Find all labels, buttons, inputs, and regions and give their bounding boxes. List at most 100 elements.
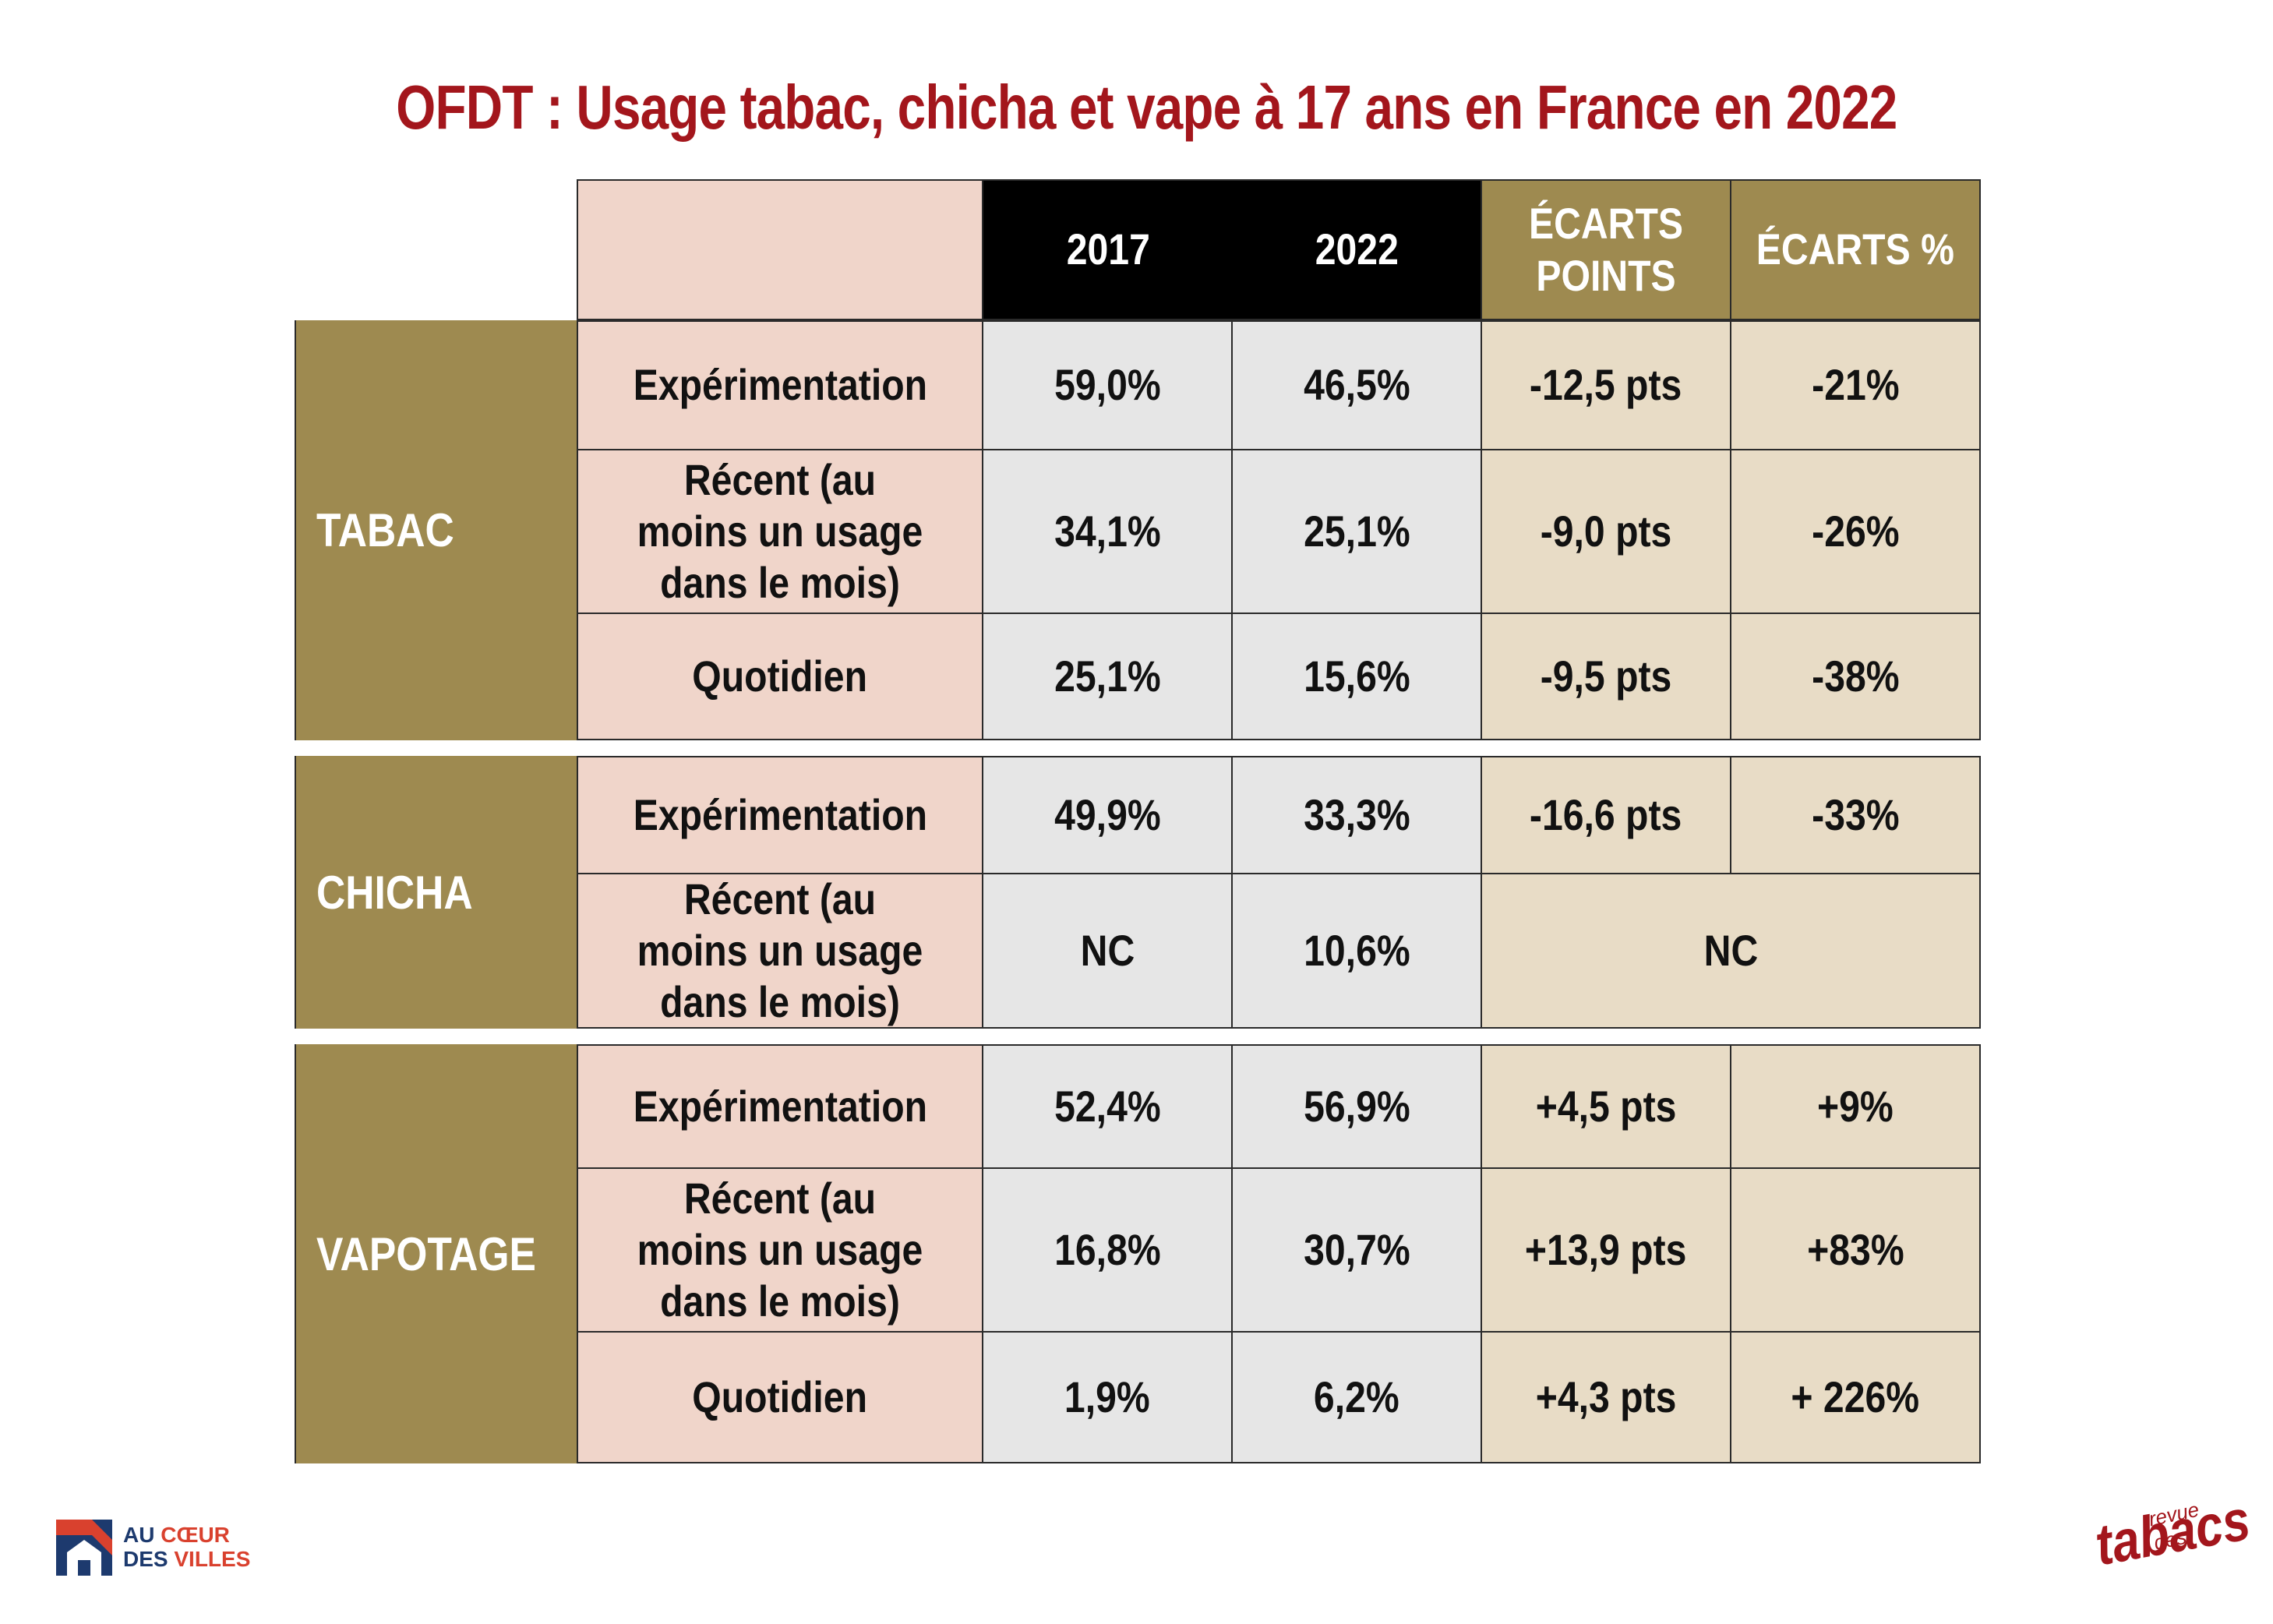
value-2022-text: 30,7% xyxy=(1303,1224,1410,1274)
value-2022-text: 25,1% xyxy=(1303,506,1410,556)
value-2022-text: 56,9% xyxy=(1303,1081,1410,1131)
ecart-pct: -21% xyxy=(1731,320,1981,450)
column-header-2: 2022 xyxy=(1233,179,1482,320)
row-label: Récent (au moins un usage dans le mois) xyxy=(577,1169,983,1333)
ecart-pct-text: -21% xyxy=(1811,360,1900,410)
row-label: Quotidien xyxy=(577,1333,983,1463)
column-header-4: ÉCARTS % xyxy=(1731,179,1981,320)
ecart-pct-text: -33% xyxy=(1811,789,1900,839)
value-2017-text: NC xyxy=(1080,925,1135,975)
ecart-pct: -26% xyxy=(1731,450,1981,614)
value-2017: 34,1% xyxy=(983,450,1233,614)
column-header-1-text: 2017 xyxy=(1066,224,1150,274)
logo-text-villes: VILLES xyxy=(174,1547,251,1571)
ecart-merged-text: NC xyxy=(1703,925,1758,975)
revue-des-tabacs-logo: revue des tabacs xyxy=(2091,1487,2255,1578)
value-2022-text: 10,6% xyxy=(1303,925,1410,975)
row-label-text: Récent (au moins un usage dans le mois) xyxy=(637,874,923,1027)
ecart-points-text: +13,9 pts xyxy=(1525,1224,1687,1274)
ecart-points-text: -9,5 pts xyxy=(1540,651,1672,701)
column-header-2-text: 2022 xyxy=(1315,224,1399,274)
ecart-points-text: -12,5 pts xyxy=(1530,360,1682,410)
ecart-points-text: +4,5 pts xyxy=(1535,1081,1677,1131)
group-label-chicha: CHICHA xyxy=(295,756,577,1029)
value-2022: 25,1% xyxy=(1233,450,1482,614)
ecart-points-text: +4,3 pts xyxy=(1535,1372,1677,1421)
logo-text-des: DES xyxy=(123,1547,175,1571)
value-2017-text: 49,9% xyxy=(1054,789,1161,839)
value-2017: 1,9% xyxy=(983,1333,1233,1463)
ecart-points: -9,5 pts xyxy=(1482,614,1731,740)
ecart-points: -16,6 pts xyxy=(1482,756,1731,874)
value-2022-text: 46,5% xyxy=(1303,360,1410,410)
ecart-points: -9,0 pts xyxy=(1482,450,1731,614)
value-2017-text: 1,9% xyxy=(1064,1372,1150,1421)
ecart-pct-text: +9% xyxy=(1817,1081,1894,1131)
row-label: Récent (au moins un usage dans le mois) xyxy=(577,450,983,614)
ecart-points: -12,5 pts xyxy=(1482,320,1731,450)
logo-text-au: AU xyxy=(123,1523,161,1548)
value-2017-text: 52,4% xyxy=(1054,1081,1161,1131)
value-2022: 10,6% xyxy=(1233,874,1482,1029)
ecart-pct-text: -38% xyxy=(1811,651,1900,701)
ecart-pct: +9% xyxy=(1731,1044,1981,1169)
value-2022-text: 6,2% xyxy=(1314,1372,1399,1421)
value-2022: 6,2% xyxy=(1233,1333,1482,1463)
column-header-3: ÉCARTS POINTS xyxy=(1482,179,1731,320)
row-label-text: Récent (au moins un usage dans le mois) xyxy=(637,454,923,608)
value-2017: 49,9% xyxy=(983,756,1233,874)
value-2022: 30,7% xyxy=(1233,1169,1482,1333)
value-2017-text: 59,0% xyxy=(1054,360,1161,410)
row-label-text: Expérimentation xyxy=(633,1081,927,1131)
value-2022-text: 33,3% xyxy=(1303,789,1410,839)
value-2022: 15,6% xyxy=(1233,614,1482,740)
row-label: Récent (au moins un usage dans le mois) xyxy=(577,874,983,1029)
row-label: Expérimentation xyxy=(577,1044,983,1169)
ecart-points-text: -9,0 pts xyxy=(1540,506,1672,556)
logo-text-coeur: CŒUR xyxy=(161,1523,230,1548)
ecart-points-text: -16,6 pts xyxy=(1530,789,1682,839)
row-label: Expérimentation xyxy=(577,756,983,874)
row-label-text: Récent (au moins un usage dans le mois) xyxy=(637,1173,923,1326)
value-2017: 16,8% xyxy=(983,1169,1233,1333)
value-2022: 33,3% xyxy=(1233,756,1482,874)
column-header-3-text: ÉCARTS POINTS xyxy=(1528,199,1683,300)
value-2017-text: 34,1% xyxy=(1054,506,1161,556)
ecart-points: +4,3 pts xyxy=(1482,1333,1731,1463)
row-label-text: Expérimentation xyxy=(633,789,927,839)
ecart-pct: -38% xyxy=(1731,614,1981,740)
group-label-vapotage: VAPOTAGE xyxy=(295,1044,577,1463)
logo-text-tabacs: tabacs xyxy=(2090,1487,2255,1578)
ecart-pct: -33% xyxy=(1731,756,1981,874)
row-label: Expérimentation xyxy=(577,320,983,450)
row-label: Quotidien xyxy=(577,614,983,740)
group-label-text: VAPOTAGE xyxy=(316,1227,536,1280)
row-label-text: Quotidien xyxy=(692,1372,868,1421)
value-2017: 52,4% xyxy=(983,1044,1233,1169)
value-2017: 25,1% xyxy=(983,614,1233,740)
group-label-tabac: TABAC xyxy=(295,320,577,740)
ecart-points: +13,9 pts xyxy=(1482,1169,1731,1333)
row-label-text: Quotidien xyxy=(692,651,868,701)
group-label-text: TABAC xyxy=(316,504,454,556)
ecart-pct-text: +83% xyxy=(1806,1224,1904,1274)
page-title: OFDT : Usage tabac, chicha et vape à 17 … xyxy=(396,72,1897,142)
ecart-pct-text: + 226% xyxy=(1791,1372,1920,1421)
column-header-4-text: ÉCARTS % xyxy=(1756,224,1955,274)
house-logo-icon xyxy=(56,1520,112,1576)
au-coeur-des-villes-logo: AU CŒUR DES VILLES xyxy=(56,1520,250,1576)
ecart-pct: + 226% xyxy=(1731,1333,1981,1463)
ecart-pct-text: -26% xyxy=(1811,506,1900,556)
value-2017-text: 25,1% xyxy=(1054,651,1161,701)
ecart-points: +4,5 pts xyxy=(1482,1044,1731,1169)
column-header-1: 2017 xyxy=(983,179,1233,320)
value-2017: 59,0% xyxy=(983,320,1233,450)
value-2022: 56,9% xyxy=(1233,1044,1482,1169)
group-label-text: CHICHA xyxy=(316,866,473,919)
row-label-text: Expérimentation xyxy=(633,360,927,410)
ecart-merged: NC xyxy=(1482,874,1981,1029)
value-2017-text: 16,8% xyxy=(1054,1224,1161,1274)
value-2017: NC xyxy=(983,874,1233,1029)
value-2022: 46,5% xyxy=(1233,320,1482,450)
ecart-pct: +83% xyxy=(1731,1169,1981,1333)
